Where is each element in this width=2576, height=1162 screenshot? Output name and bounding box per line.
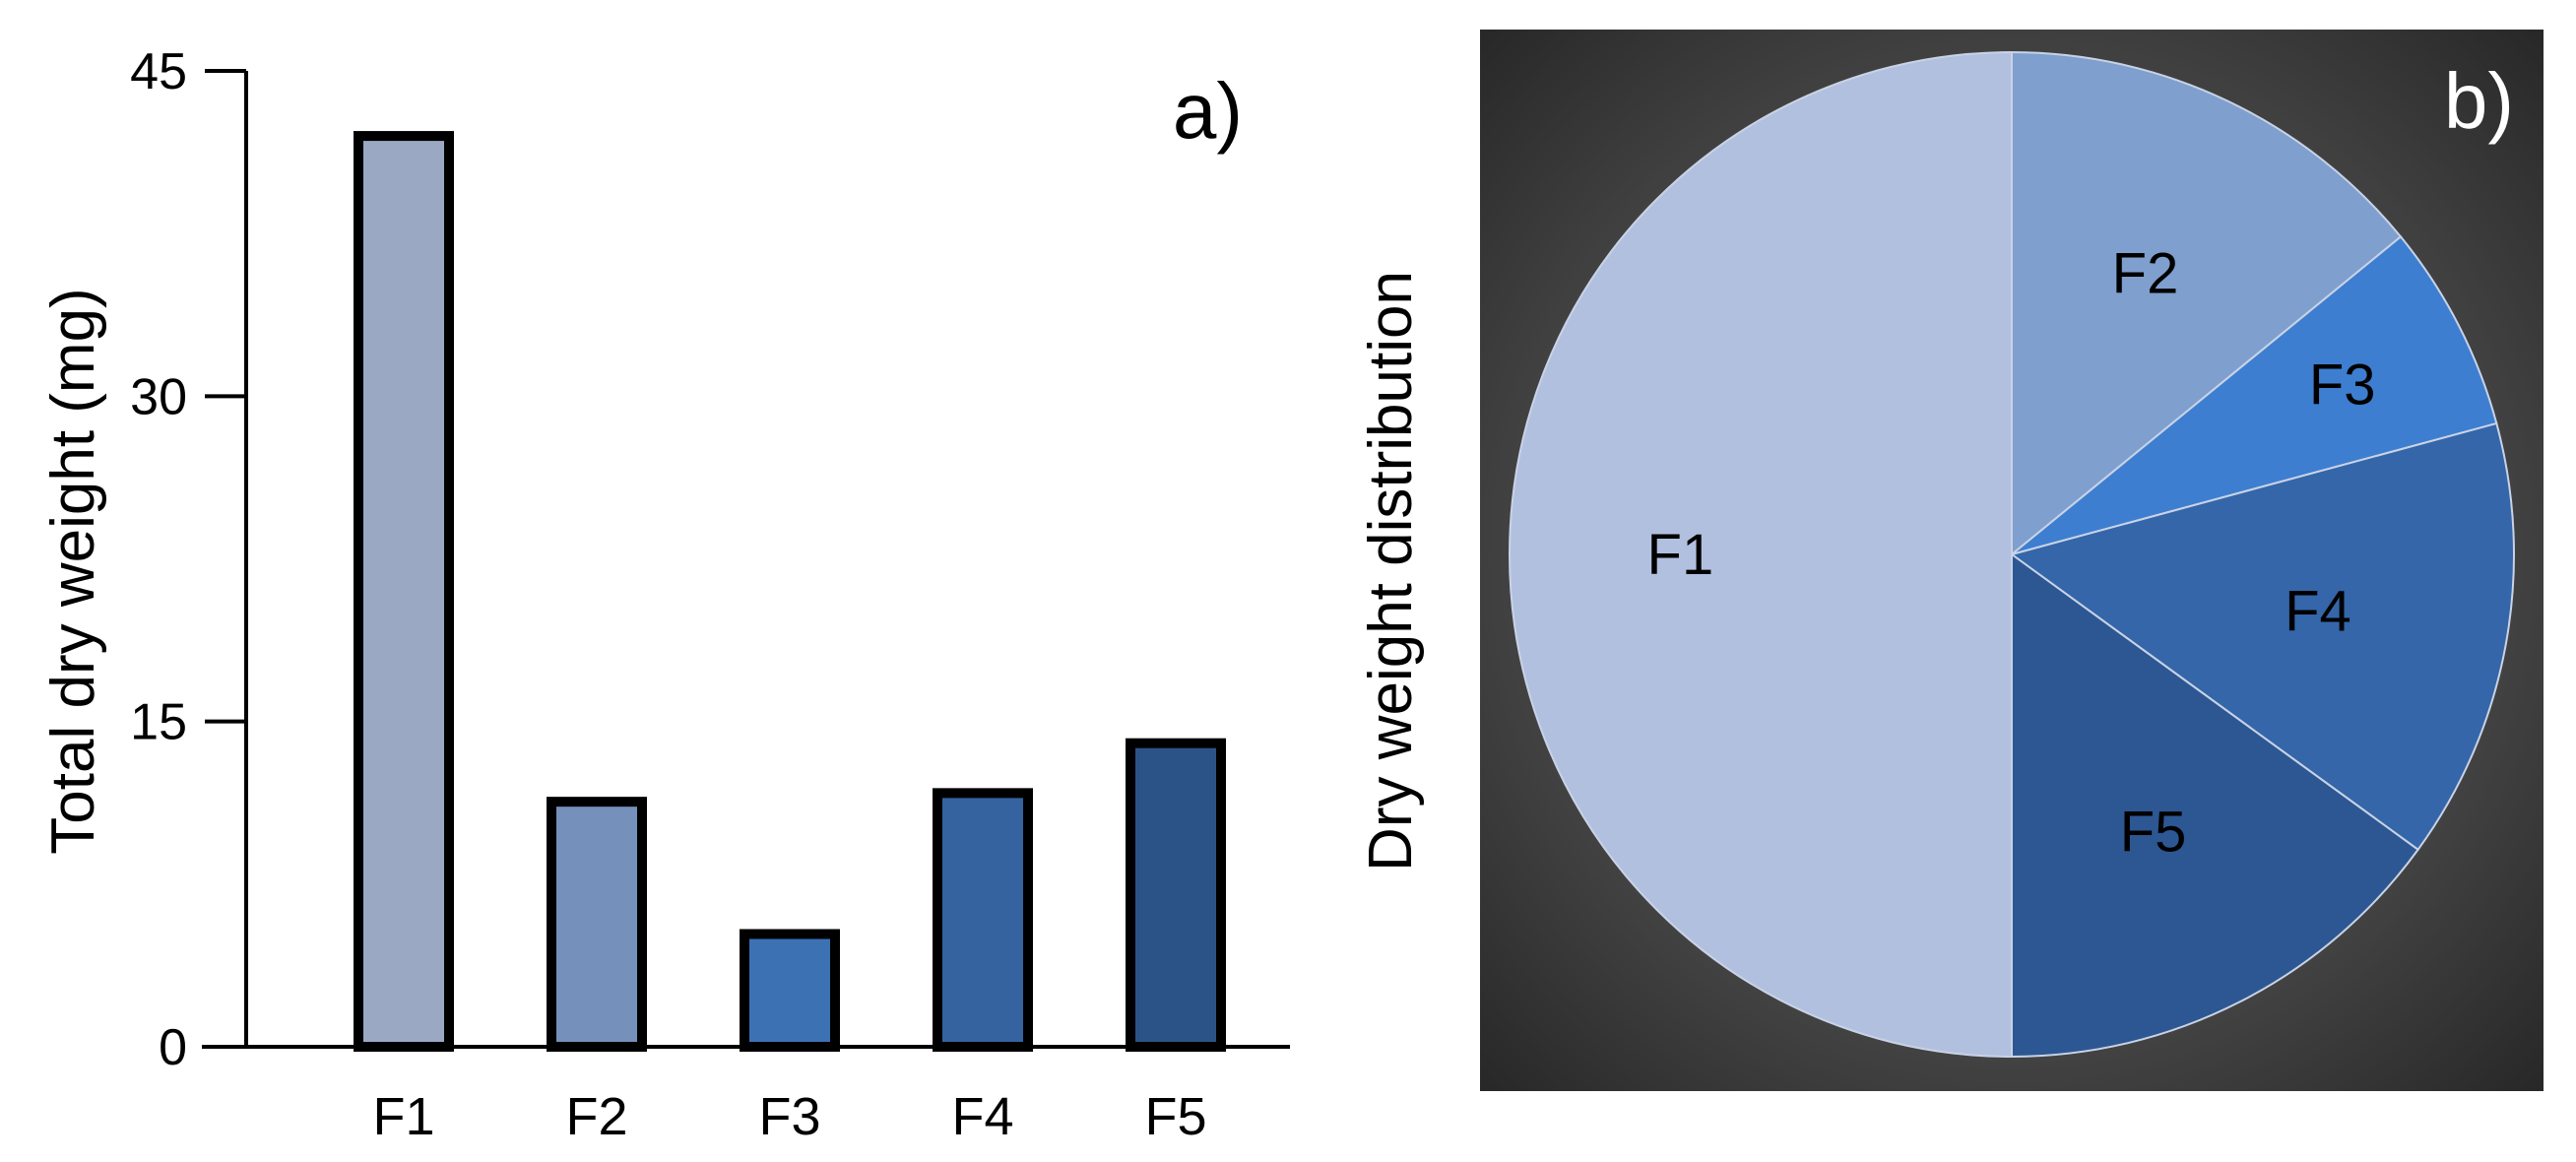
pie-slice-f1 xyxy=(1509,50,2013,1059)
bar-chart-panel: a) Total dry weight (mg) 0 15 30 45 F1 F2 F3 F… xyxy=(39,43,1290,1146)
pie-slice-label: F5 xyxy=(2120,801,2187,865)
bar-x-tick-label: F4 xyxy=(951,1087,1013,1146)
pie-slice-f5 xyxy=(2011,552,2419,1059)
bar-f4 xyxy=(933,788,1033,1053)
pie-panel-label: b) xyxy=(2444,57,2514,145)
pie-slice-f4 xyxy=(2009,421,2515,852)
bar-f1 xyxy=(354,131,454,1053)
bar-y-tick-label: 30 xyxy=(130,368,187,425)
pie-chart-panel: Dry weight distribution F2 F3 F4 F5 F1 b) xyxy=(1357,30,2544,1091)
pie-slice-label: F1 xyxy=(1647,523,1714,587)
bar-x-tick-label: F5 xyxy=(1144,1087,1206,1146)
pie-y-axis-title: Dry weight distribution xyxy=(1357,271,1425,872)
bar-y-tick-label: 0 xyxy=(159,1019,187,1076)
bar-f5 xyxy=(1126,738,1226,1052)
bar-x-tick-label: F1 xyxy=(372,1087,434,1146)
pie-slice-label: F4 xyxy=(2285,579,2351,643)
pie-slice-f3 xyxy=(2011,234,2498,555)
bar-x-tick-label: F2 xyxy=(565,1087,627,1146)
bar-panel-label: a) xyxy=(1173,67,1243,155)
bar-y-tick-label: 15 xyxy=(130,694,187,751)
pie-slice-f2 xyxy=(2011,50,2403,557)
bar-f3 xyxy=(740,929,840,1052)
bar-y-tick-label: 45 xyxy=(130,43,187,100)
bar-f2 xyxy=(547,797,647,1052)
pie-slice-label: F3 xyxy=(2309,354,2376,418)
bar-x-tick-label: F3 xyxy=(758,1087,820,1146)
pie-slice-label: F2 xyxy=(2112,241,2179,305)
bar-y-axis-title: Total dry weight (mg) xyxy=(39,288,107,854)
